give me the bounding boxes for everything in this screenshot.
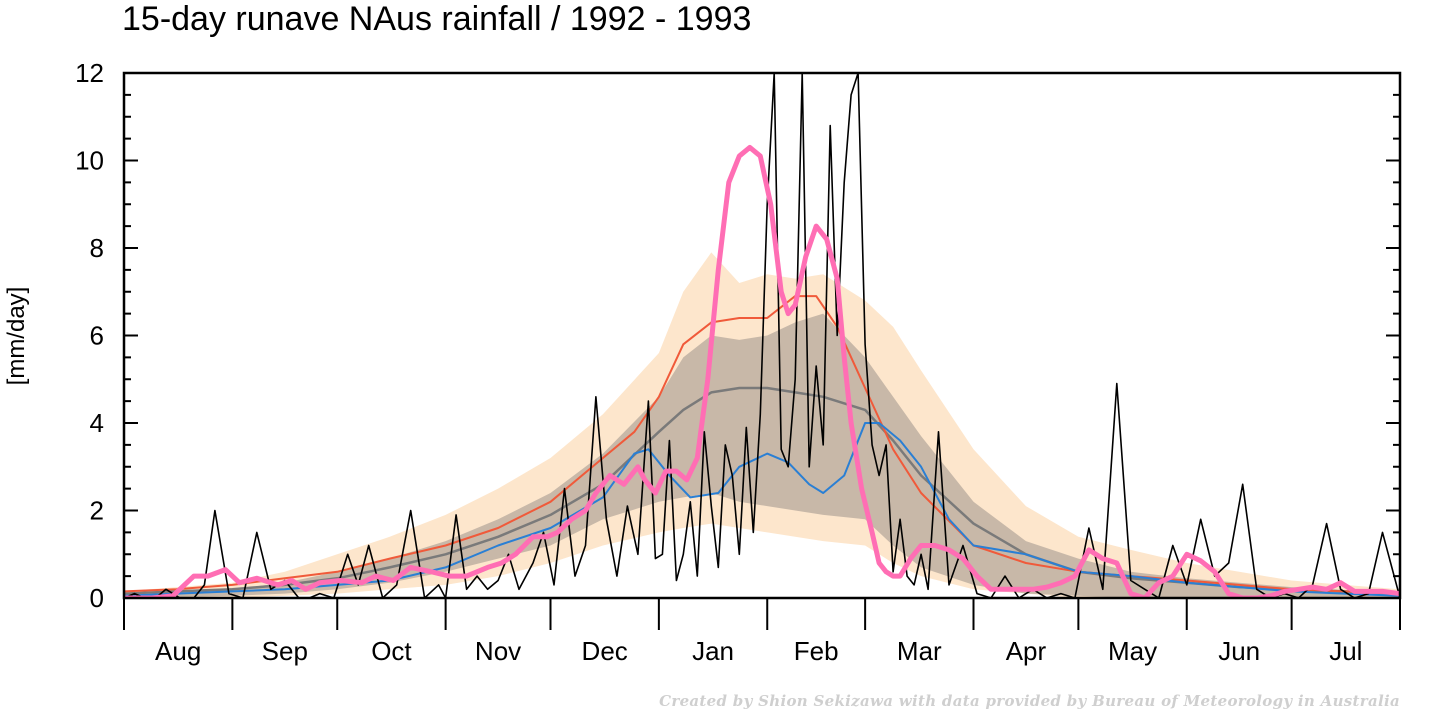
y-tick-label: 12: [75, 58, 104, 88]
series-runave: [124, 144, 1400, 598]
x-month-label: Oct: [371, 636, 412, 666]
y-tick-label: 0: [90, 583, 104, 613]
line-layer: [124, 73, 1400, 598]
x-month-label: Mar: [897, 636, 942, 666]
y-tick-label: 4: [90, 408, 104, 438]
series-climatology: [124, 386, 1400, 595]
x-month-label: Dec: [582, 636, 628, 666]
x-month-label: May: [1108, 636, 1157, 666]
y-tick-label: 6: [90, 321, 104, 351]
x-month-label: Jun: [1218, 636, 1260, 666]
axes-frame: 0 2 4 6 8 10 12 Aug Sep Oct Nov Dec Jan Feb Mar Apr May J…: [75, 58, 1402, 666]
y-tick-label: 8: [90, 233, 104, 263]
credit-text: Created by Shion Sekizawa with data prov…: [659, 692, 1400, 710]
x-month-label: Nov: [475, 636, 521, 666]
y-axis-title: [mm/day]: [3, 287, 30, 386]
chart-title: 15-day runave NAus rainfall / 1992 - 199…: [122, 0, 752, 38]
series-daily: [124, 73, 1400, 598]
x-month-label: Apr: [1006, 636, 1047, 666]
band-layer: [124, 252, 1400, 598]
x-month-label: Sep: [262, 636, 308, 666]
x-month-label: Aug: [155, 636, 201, 666]
x-month-label: Jul: [1329, 636, 1362, 666]
y-tick-label: 2: [90, 496, 104, 526]
y-tick-label: 10: [75, 146, 104, 176]
x-month-label: Jan: [692, 636, 734, 666]
x-month-label: Feb: [794, 636, 839, 666]
